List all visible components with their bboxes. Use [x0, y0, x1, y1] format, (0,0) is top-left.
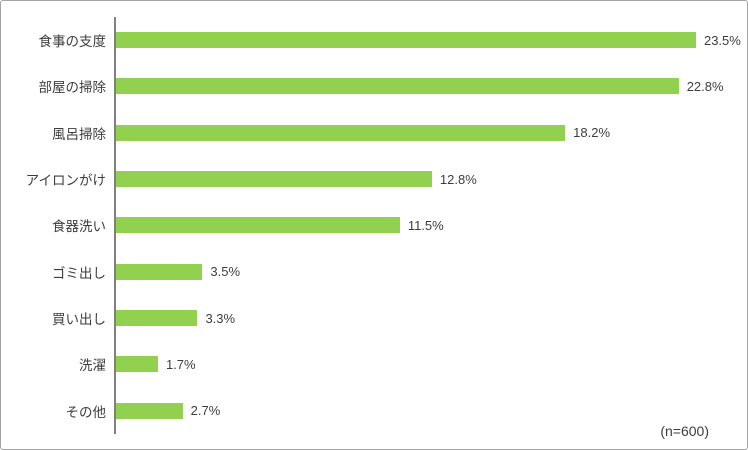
- bar-row: 2.7%: [116, 388, 733, 434]
- category-label: その他: [65, 404, 107, 420]
- value-label: 1.7%: [165, 356, 196, 372]
- bar-row: 12.8%: [116, 156, 733, 202]
- bar-row: 23.5%: [116, 17, 741, 63]
- bar: [116, 356, 158, 373]
- value-label: 3.3%: [205, 310, 236, 326]
- category-label: 部屋の掃除: [38, 80, 107, 96]
- bar: [116, 78, 679, 95]
- value-label: 18.2%: [573, 125, 611, 141]
- category-axis: 食事の支度部屋の掃除風呂掃除アイロンがけ食器洗いゴミ出し買い出し洗濯その他: [7, 17, 106, 434]
- value-label: 11.5%: [407, 217, 444, 233]
- bar-row: 1.7%: [116, 341, 733, 387]
- bar-row: 22.8%: [116, 63, 733, 109]
- value-label: 22.8%: [686, 78, 724, 94]
- bar: [116, 217, 400, 234]
- category-label: 食器洗い: [52, 219, 106, 235]
- bar: [116, 171, 432, 188]
- category-label: 買い出し: [52, 312, 106, 328]
- value-label: 3.5%: [210, 264, 241, 280]
- value-label: 2.7%: [190, 403, 221, 419]
- bar: [116, 263, 203, 280]
- category-label: 食事の支度: [38, 34, 107, 50]
- sample-size-note: (n=600): [660, 423, 709, 439]
- category-label: 洗濯: [79, 358, 106, 374]
- bar-row: 18.2%: [116, 110, 733, 156]
- bar-row: 3.5%: [116, 249, 733, 295]
- bar-row: 11.5%: [116, 202, 733, 248]
- category-label: ゴミ出し: [52, 265, 106, 281]
- value-label: 12.8%: [439, 171, 477, 187]
- bar: [116, 310, 198, 327]
- bar-row: 3.3%: [116, 295, 733, 341]
- bar: [116, 32, 696, 49]
- bar: [116, 124, 566, 141]
- category-label: アイロンがけ: [25, 173, 106, 189]
- value-label: 23.5%: [703, 32, 741, 48]
- category-label: 風呂掃除: [52, 126, 106, 142]
- bar: [116, 402, 183, 419]
- plot-area: 23.5% 22.8% 18.2% 12.8% 11.5% 3.5% 3.3% 1.7% 2.7…: [114, 17, 741, 434]
